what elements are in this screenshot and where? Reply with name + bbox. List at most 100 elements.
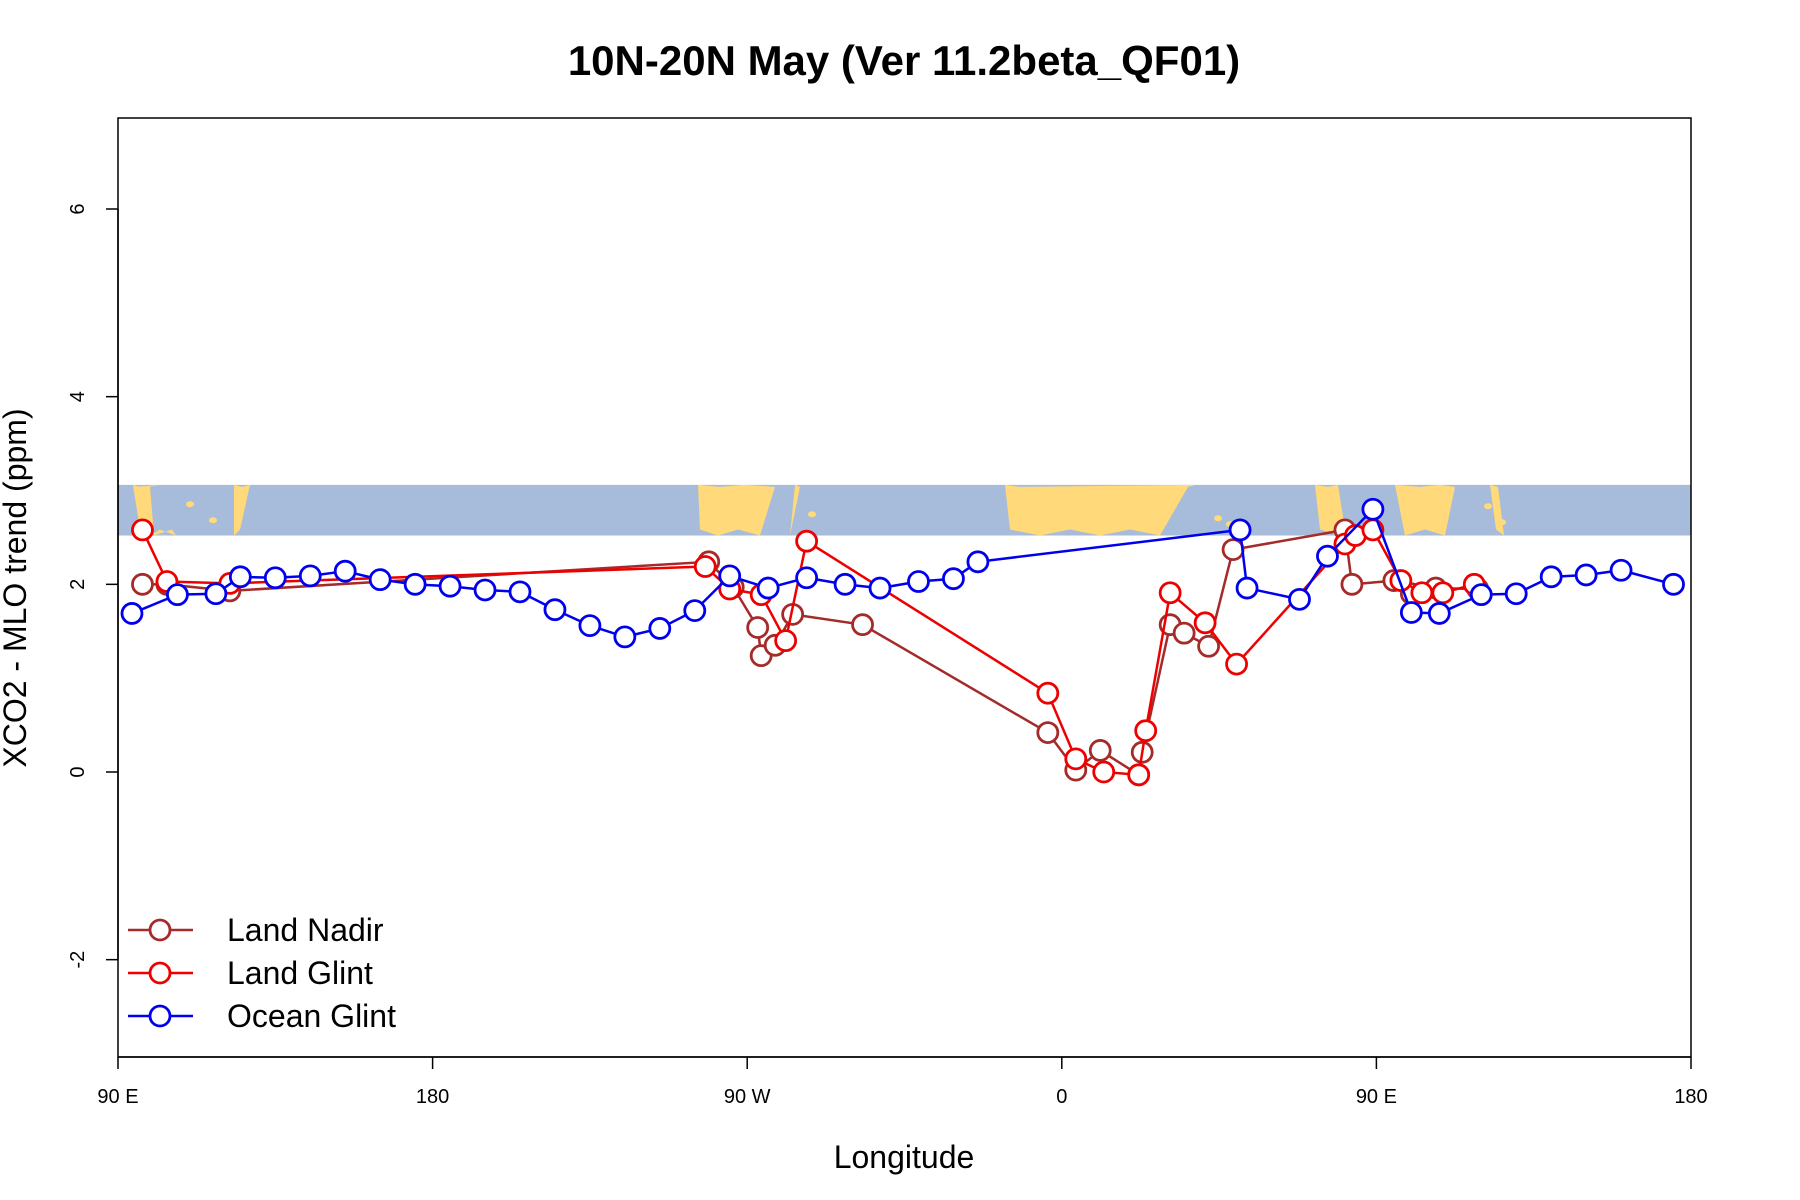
data-point (746, 616, 770, 639)
series-segment (1232, 528, 1346, 551)
series-land-nadir (131, 518, 1490, 787)
legend-label: Land Nadir (227, 912, 384, 948)
x-tick-label: 0 (1056, 1086, 1067, 1108)
map-band-ocean (118, 484, 1691, 536)
data-point (1361, 497, 1385, 521)
data-point (648, 617, 672, 640)
data-point (1193, 611, 1217, 635)
data-point (204, 582, 228, 606)
data-point (718, 564, 742, 588)
series-layer (120, 497, 1685, 787)
legend-marker (148, 1004, 172, 1028)
data-point (1036, 681, 1060, 705)
data-point (795, 566, 819, 590)
x-axis-label: Longitude (834, 1139, 975, 1175)
data-point (1197, 634, 1221, 658)
legend-item: Land Nadir (128, 912, 384, 948)
data-point (1088, 739, 1112, 762)
y-tick-label: -2 (67, 951, 89, 969)
map-band-island (209, 517, 217, 524)
series-segment (861, 623, 1049, 734)
data-point (868, 576, 892, 600)
legend-label: Land Glint (227, 955, 373, 991)
map-band-land (1005, 484, 1205, 536)
legend: Land Nadir Land Glint Ocean Glint (128, 912, 396, 1034)
data-point (333, 559, 357, 583)
data-point (368, 568, 392, 592)
series-land-glint (131, 518, 1486, 787)
map-band-land (698, 484, 775, 536)
data-point (1134, 719, 1158, 743)
data-point (131, 518, 154, 542)
y-tick-label: 6 (67, 203, 89, 214)
data-point (473, 578, 497, 602)
data-point (1127, 763, 1151, 787)
data-point (1431, 581, 1455, 605)
data-point (403, 572, 427, 596)
map-band (118, 484, 1691, 536)
data-point (438, 574, 462, 598)
map-band-island (1214, 515, 1222, 522)
data-point (1389, 569, 1413, 592)
data-point (1172, 621, 1196, 645)
chart-title: 10N-20N May (Ver 11.2beta_QF01) (568, 37, 1240, 84)
data-point (942, 567, 965, 591)
data-point (578, 614, 602, 638)
data-point (693, 555, 717, 578)
y-tick-label: 2 (67, 579, 89, 590)
data-point (756, 576, 780, 600)
data-point (1158, 581, 1182, 605)
data-point (1539, 565, 1563, 589)
legend-item: Ocean Glint (128, 998, 396, 1034)
data-point (1427, 602, 1451, 625)
legend-marker (148, 961, 172, 985)
x-tick-label: 90 E (1356, 1086, 1397, 1108)
map-band-island (808, 511, 816, 518)
y-tick-label: 4 (67, 391, 89, 402)
series-ocean-glint (120, 497, 1685, 649)
data-point (966, 550, 990, 574)
data-point (1092, 760, 1116, 784)
data-point (613, 625, 637, 649)
data-point (1469, 583, 1493, 607)
data-point (1399, 601, 1423, 624)
data-point (120, 602, 144, 625)
data-point (1288, 587, 1311, 611)
data-point (1228, 518, 1252, 542)
x-tick-label: 180 (1674, 1086, 1707, 1108)
data-point (1036, 721, 1060, 744)
map-band-land (790, 484, 800, 536)
data-point (1504, 582, 1528, 606)
x-tick-label: 180 (416, 1086, 449, 1108)
series-segment (1371, 508, 1413, 613)
series-segment (977, 528, 1241, 564)
data-point (1574, 563, 1598, 587)
map-band-island (1498, 519, 1506, 526)
x-tick-label: 90 E (97, 1086, 138, 1108)
map-band-island (1484, 503, 1492, 510)
data-point (228, 565, 252, 589)
series-segment (805, 540, 1049, 695)
data-point (1221, 538, 1245, 562)
data-point (1064, 747, 1088, 771)
map-band-land (1395, 484, 1455, 536)
data-point (543, 598, 567, 622)
data-point (298, 564, 322, 588)
data-point (907, 570, 930, 593)
legend-item: Land Glint (128, 955, 373, 991)
series-segment (784, 540, 808, 641)
series-segment (1144, 592, 1172, 731)
map-band-island (186, 501, 194, 508)
x-axis: 90 E 180 90 W 0 90 E 180 (97, 1056, 1708, 1108)
data-point (1662, 572, 1685, 596)
y-tick-label: 0 (67, 766, 89, 777)
legend-label: Ocean Glint (227, 998, 396, 1034)
legend-marker (148, 918, 172, 942)
data-point (1340, 572, 1364, 596)
data-point (1316, 544, 1339, 568)
y-axis-label: XCO2 - MLO trend (ppm) (0, 408, 33, 767)
map-band-land (234, 484, 250, 536)
data-point (833, 572, 857, 596)
data-point (508, 580, 532, 604)
